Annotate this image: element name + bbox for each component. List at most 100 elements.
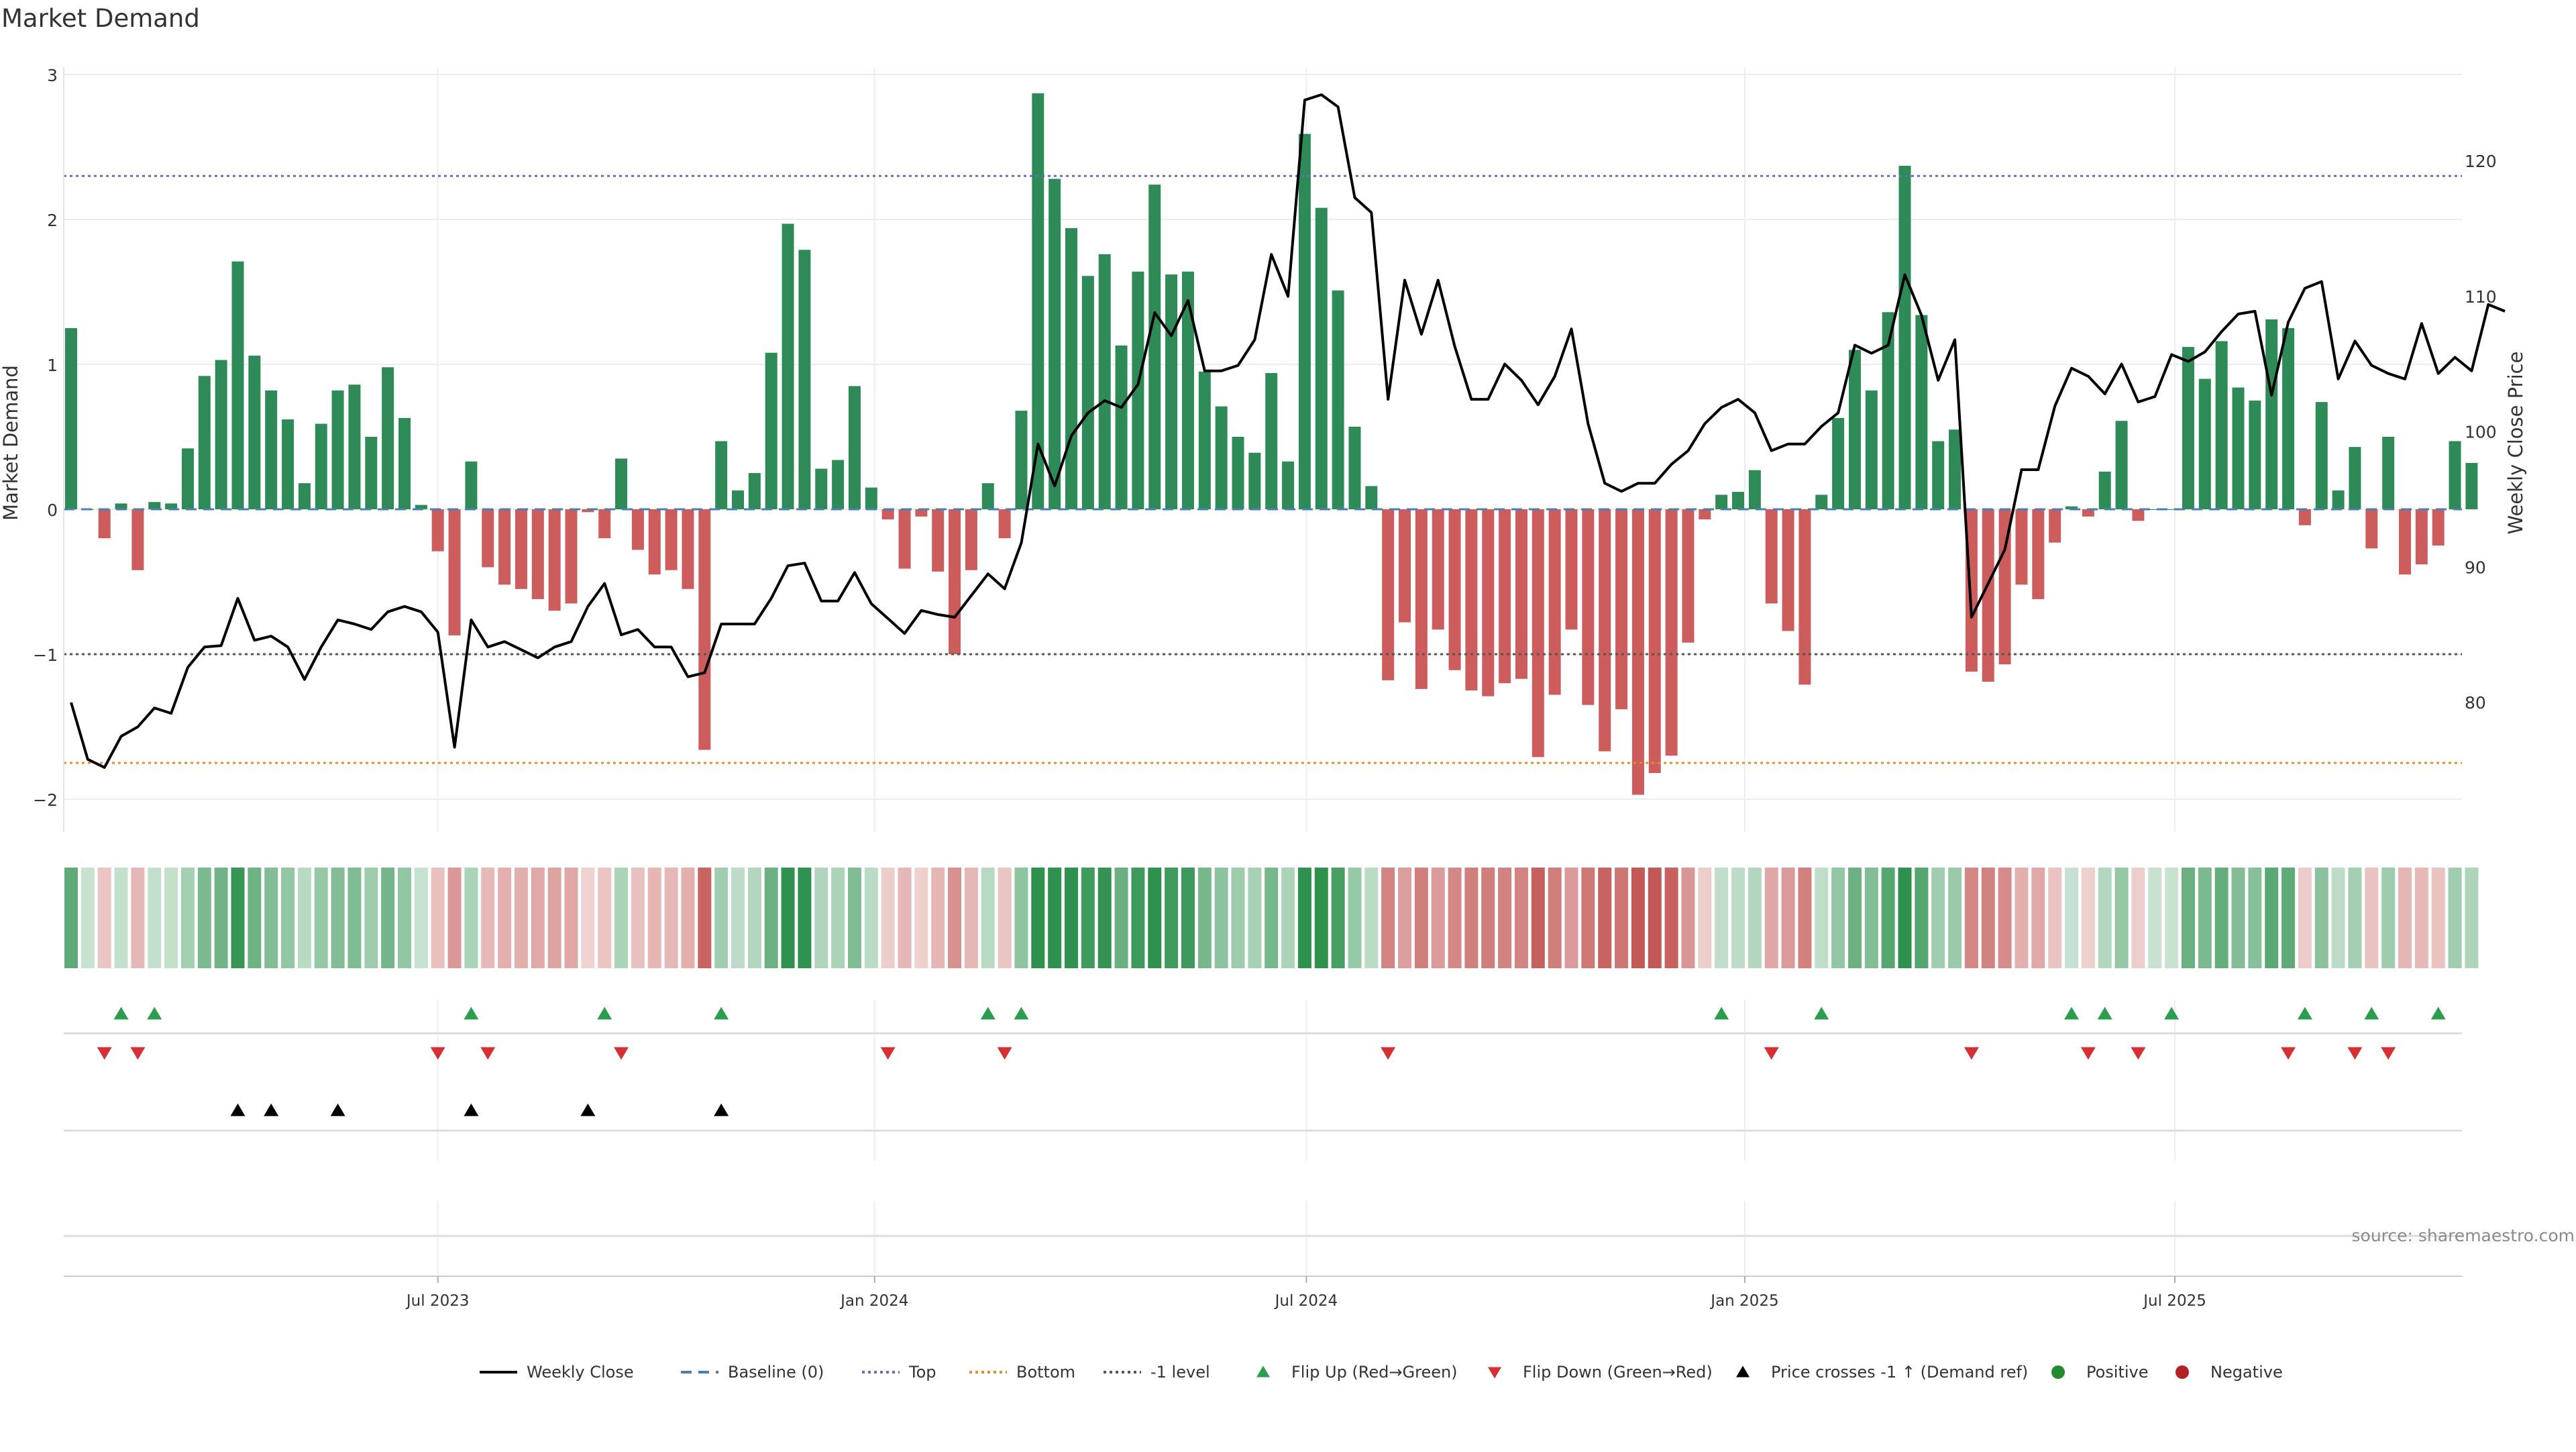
flip-up-marker	[2430, 1006, 2446, 1020]
demand-bar	[1748, 470, 1761, 509]
heat-strip-cell	[297, 868, 311, 968]
demand-bar	[465, 461, 478, 509]
demand-bar	[631, 509, 644, 550]
flip-down-marker	[880, 1047, 896, 1060]
y-tick-label-left: 2	[47, 211, 58, 230]
flip-down-marker	[614, 1047, 629, 1060]
heat-strip-cell	[1431, 868, 1445, 968]
y-tick-label-left: −2	[33, 790, 58, 810]
weekly-close-line	[70, 93, 2506, 769]
demand-bar	[1165, 274, 1178, 509]
demand-bar	[932, 509, 945, 572]
demand-bar	[1998, 509, 2011, 665]
demand-bar	[848, 386, 861, 509]
weekly-close-series	[70, 93, 2506, 769]
heat-strip-cell	[1764, 868, 1778, 968]
price-cross-marker	[264, 1103, 279, 1117]
heat-strip-cell	[180, 868, 195, 968]
demand-bar	[415, 505, 427, 509]
heat-strip-cell	[2198, 868, 2212, 968]
legend-swatch-triangle-up	[1256, 1365, 1270, 1378]
heat-strip-cell	[1715, 868, 1729, 968]
y-tick-label-left: −1	[33, 645, 58, 665]
heat-strip-cell	[914, 868, 928, 968]
demand-bar	[1081, 276, 1094, 509]
heat-strip-cell	[2398, 868, 2412, 968]
demand-bar	[531, 509, 544, 599]
flip-down-marker	[1381, 1047, 1396, 1060]
demand-bar	[1515, 509, 1527, 679]
heat-strip-cell	[281, 868, 295, 968]
heat-strip-cell	[1364, 868, 1379, 968]
heat-strip-cell	[2431, 868, 2445, 968]
x-tick-label: Jul 2024	[1274, 1292, 1338, 1310]
heat-strip-cell	[2282, 868, 2296, 968]
heat-strip-cell	[1648, 868, 1662, 968]
heat-strip-cell	[481, 868, 495, 968]
demand-bar	[2149, 509, 2161, 510]
demand-bar	[648, 509, 661, 575]
demand-bar	[1282, 461, 1295, 509]
heat-strip-cell	[1631, 868, 1645, 968]
demand-bar	[748, 473, 761, 509]
heat-strip-cell	[97, 868, 111, 968]
heat-strip-cell	[1148, 868, 1162, 968]
demand-bar	[1215, 406, 1228, 509]
legend-label: Flip Up (Red→Green)	[1291, 1363, 1458, 1382]
heat-strip-cell	[414, 868, 428, 968]
heat-strip-cell	[80, 868, 95, 968]
demand-bar	[1665, 509, 1678, 756]
legend: Weekly Close Baseline (0) Top Bottom -1 leve…	[480, 1363, 2283, 1382]
legend-label: Price crosses -1 ↑ (Demand ref)	[1771, 1363, 2028, 1382]
demand-bar	[1982, 509, 1994, 682]
heat-strip-cell	[1214, 868, 1228, 968]
demand-bar	[215, 360, 227, 509]
demand-bar	[298, 483, 311, 509]
x-tick-label: Jan 2024	[839, 1292, 908, 1310]
legend-label: Negative	[2210, 1363, 2283, 1382]
heat-strip-cell	[1097, 868, 1112, 968]
demand-heat-strip	[64, 868, 2479, 968]
demand-bar	[2198, 378, 2211, 509]
price-cross-marker	[580, 1103, 596, 1117]
grid-layer	[64, 67, 2462, 1275]
heat-strip-cell	[1197, 868, 1212, 968]
heat-strip-cell	[1798, 868, 1812, 968]
demand-bar	[315, 423, 327, 509]
demand-bar	[815, 468, 828, 509]
demand-bar	[1065, 227, 1077, 509]
demand-bar	[181, 448, 194, 509]
demand-bar	[2465, 462, 2478, 509]
y-axis-label-left: Market Demand	[0, 365, 22, 521]
price-cross-marker	[230, 1103, 246, 1117]
demand-bar	[2032, 509, 2045, 599]
x-tick-label: Jan 2025	[1709, 1292, 1778, 1310]
heat-strip-cell	[1731, 868, 1745, 968]
demand-bar	[1448, 509, 1461, 670]
demand-bar	[665, 509, 678, 570]
heat-strip-cell	[898, 868, 912, 968]
demand-bar	[2382, 437, 2395, 509]
flip-up-marker	[2064, 1006, 2079, 1020]
heat-strip-cell	[764, 868, 778, 968]
heat-strip-cell	[264, 868, 278, 968]
heat-strip-cell	[1981, 868, 1995, 968]
heat-strip-cell	[1948, 868, 1962, 968]
heat-strip-cell	[1014, 868, 1028, 968]
demand-bar	[1365, 486, 1378, 509]
demand-bar	[682, 509, 694, 589]
heat-strip-cell	[1548, 868, 1562, 968]
heat-strip-cell	[1831, 868, 1845, 968]
heat-strip-cell	[2165, 868, 2179, 968]
heat-strip-cell	[598, 868, 612, 968]
demand-bar	[1682, 509, 1695, 643]
heat-strip-cell	[197, 868, 211, 968]
demand-bar	[2215, 341, 2228, 509]
heat-strip-cell	[2331, 868, 2345, 968]
heat-strip-cell	[2031, 868, 2045, 968]
flip-up-marker	[2297, 1006, 2312, 1020]
flip-up-marker	[980, 1006, 996, 1020]
heat-strip-cell	[1114, 868, 1128, 968]
heat-strip-cell	[231, 868, 245, 968]
flip-down-marker	[480, 1047, 496, 1060]
